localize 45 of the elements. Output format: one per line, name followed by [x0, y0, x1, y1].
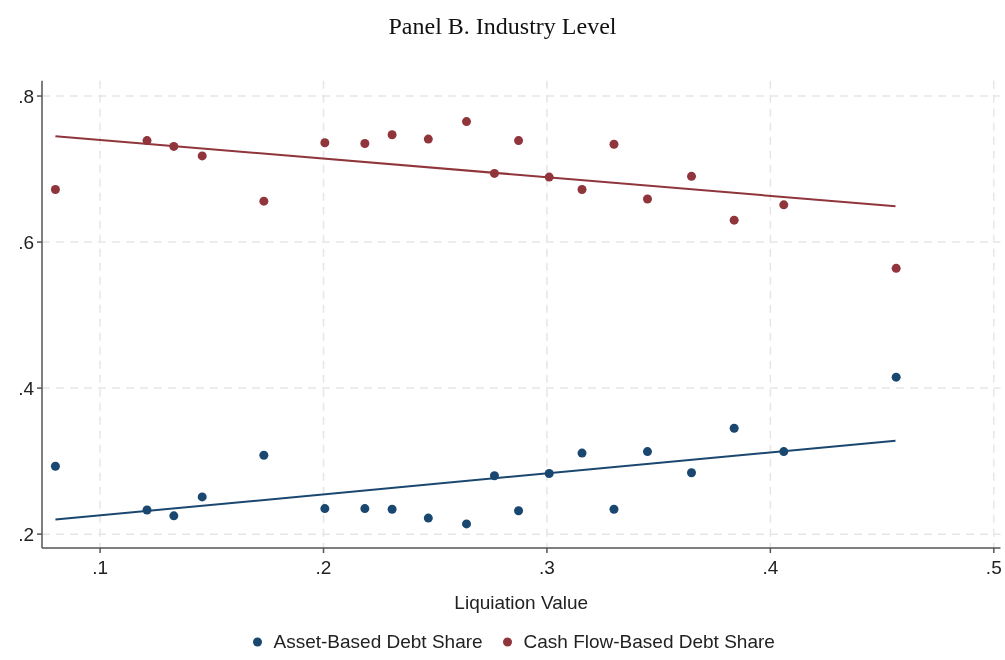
- point: [577, 448, 587, 458]
- point: [360, 138, 370, 148]
- point: [259, 450, 269, 460]
- point: [642, 194, 652, 204]
- point: [729, 215, 739, 225]
- point: [687, 171, 696, 181]
- point: [891, 263, 901, 273]
- point: [50, 184, 60, 194]
- x-tick-label: .5: [985, 557, 1002, 578]
- x-tick-label: .3: [539, 557, 555, 578]
- point: [387, 130, 397, 140]
- point: [609, 139, 619, 149]
- y-tick-label: .6: [18, 231, 34, 253]
- point: [642, 447, 652, 457]
- point: [462, 117, 472, 127]
- y-tick-label: .2: [18, 523, 34, 545]
- point: [514, 136, 524, 146]
- point: [891, 372, 901, 382]
- point: [609, 504, 619, 514]
- point: [320, 138, 330, 148]
- x-axis-title: Liquiation Value: [454, 592, 589, 613]
- y-tick-label: .8: [18, 85, 34, 107]
- point: [687, 468, 696, 478]
- x-tick-label: .1: [92, 557, 109, 578]
- point: [577, 184, 587, 194]
- point: [423, 134, 433, 144]
- legend-label: Asset-Based Debt Share: [273, 631, 483, 652]
- point: [729, 423, 739, 433]
- point: [360, 504, 370, 514]
- point: [387, 504, 397, 514]
- point: [197, 151, 207, 161]
- point: [514, 506, 524, 516]
- x-tick-label: .4: [762, 557, 779, 578]
- y-tick-label: .4: [18, 377, 35, 399]
- legend-label: Cash Flow-Based Debt Share: [523, 631, 775, 652]
- point: [462, 519, 472, 529]
- chart-title: Panel B. Industry Level: [388, 13, 617, 39]
- point: [169, 511, 179, 521]
- point: [779, 200, 789, 210]
- point: [320, 504, 330, 514]
- point: [197, 492, 207, 502]
- point: [259, 196, 269, 206]
- point: [50, 461, 60, 471]
- x-tick-label: .2: [315, 557, 332, 578]
- point: [423, 513, 433, 523]
